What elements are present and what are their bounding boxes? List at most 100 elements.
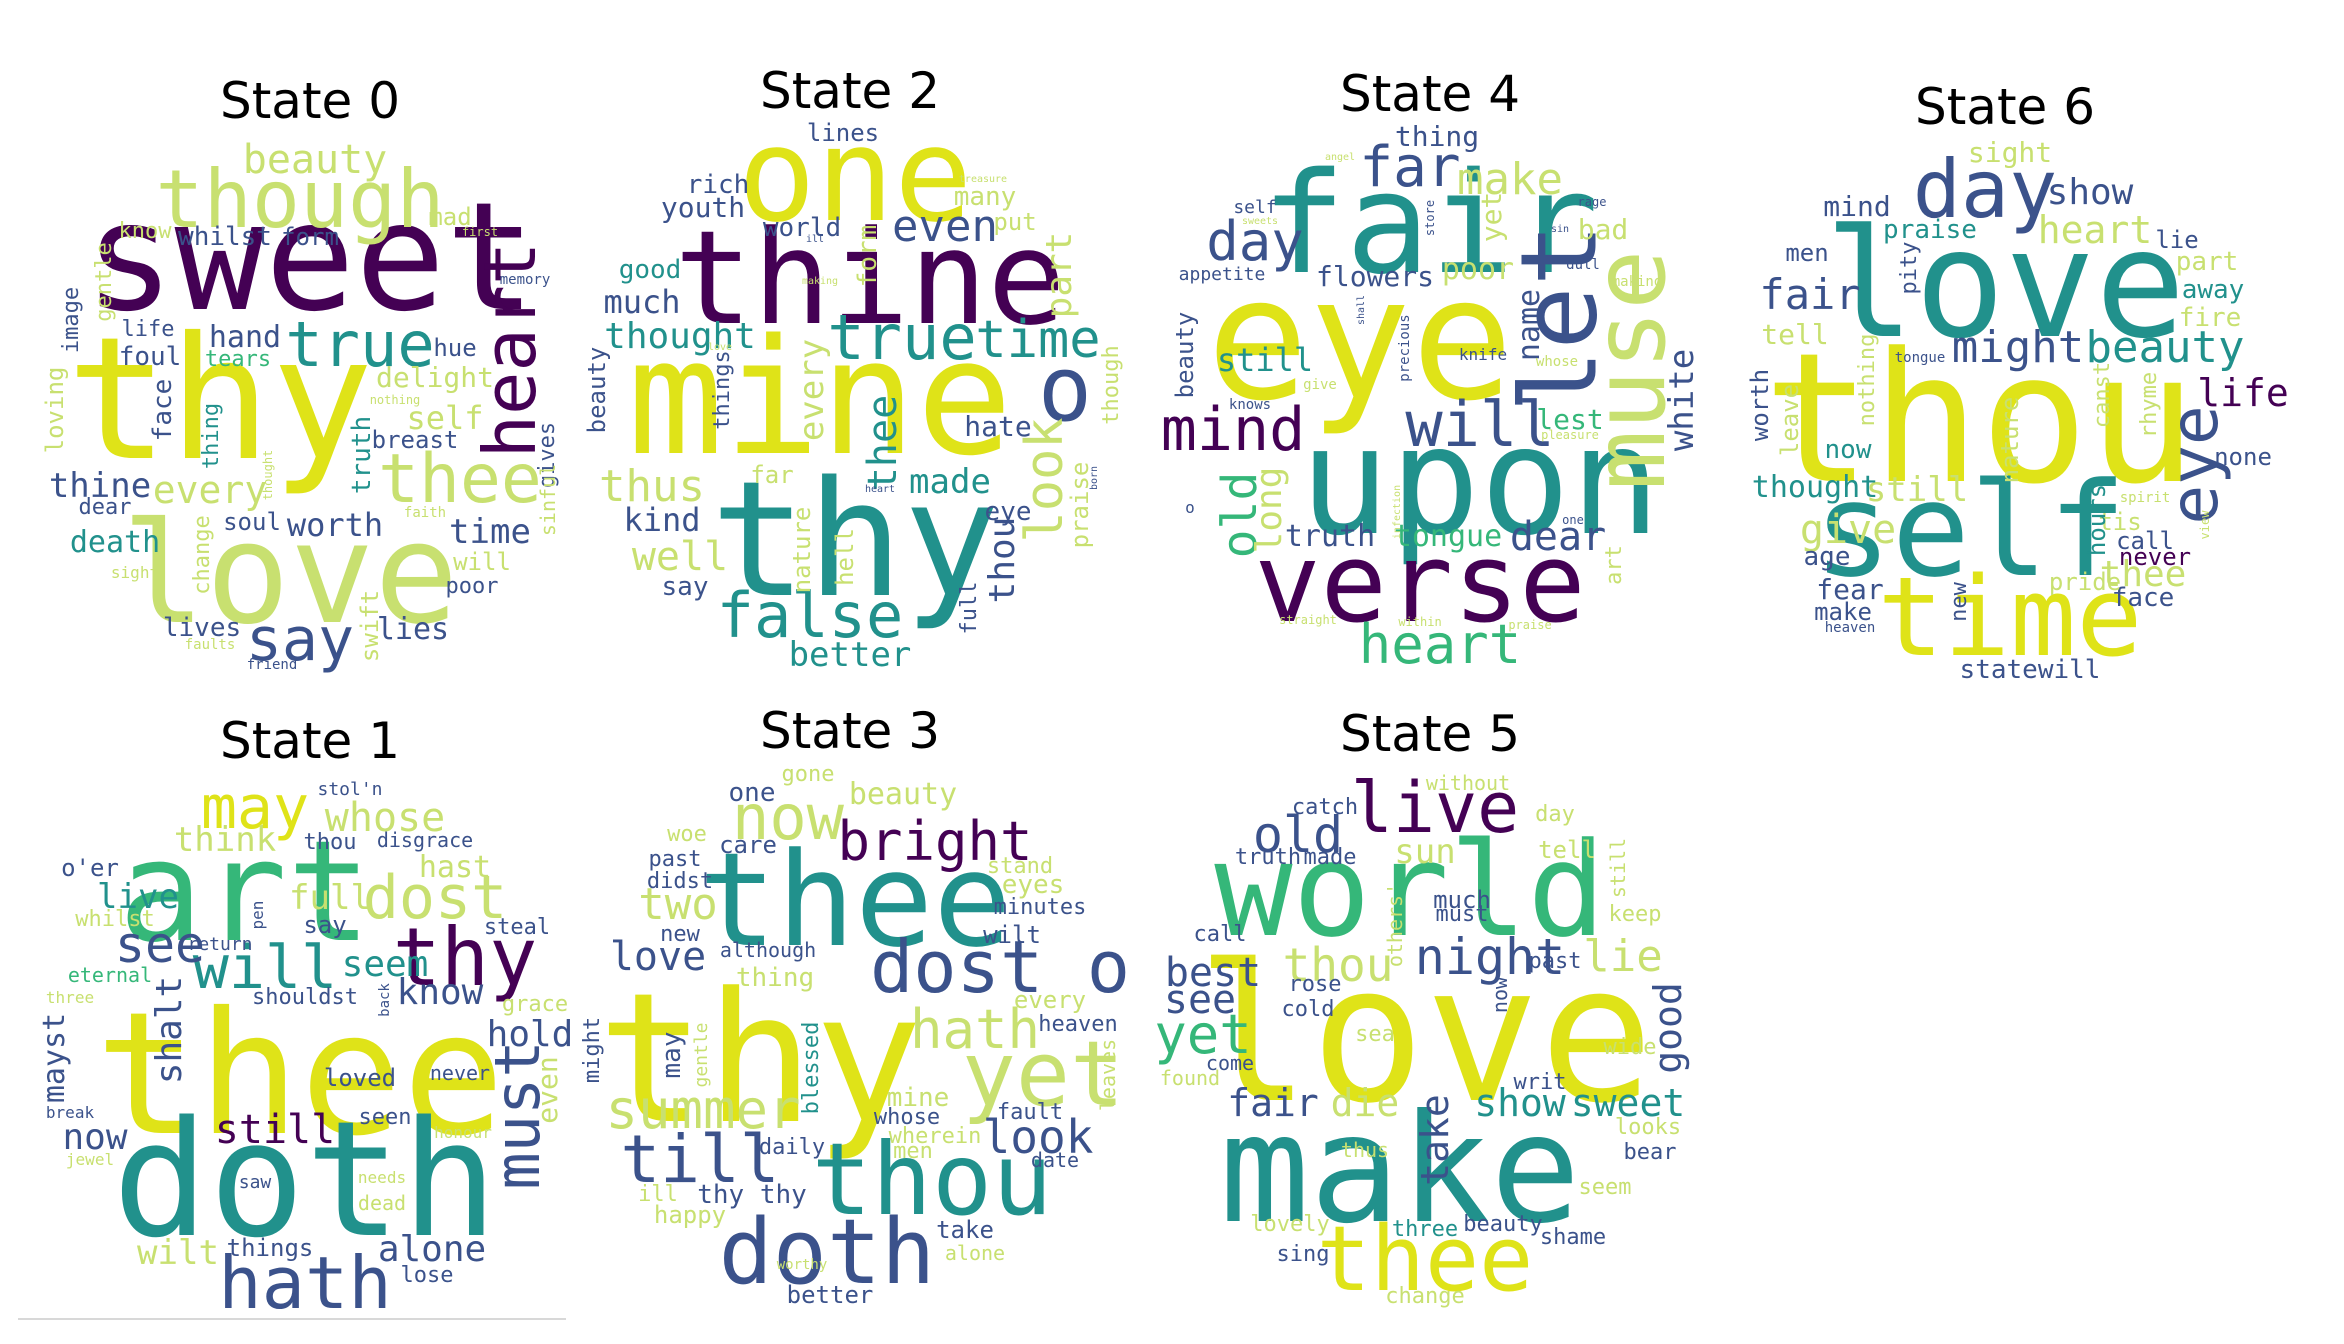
cloud-word: know: [396, 972, 484, 1013]
cloud-word: thine: [48, 466, 152, 506]
cloud-word: art: [118, 811, 372, 974]
cloud-word: seem: [341, 944, 429, 985]
cloud-word: tongue: [1894, 350, 1946, 366]
cloud-word: summer: [605, 1078, 801, 1141]
cloud-word: beauty: [1171, 311, 1199, 399]
cloud-word: dost o: [869, 925, 1131, 1009]
cloud-word: treasure: [958, 174, 1008, 185]
cloud-word: thus: [599, 461, 705, 512]
cloud-word: pleasure: [1541, 428, 1599, 442]
cloud-word: past: [648, 847, 702, 872]
cloud-word: appetite: [1178, 264, 1266, 285]
cloud-word: nothing: [369, 393, 421, 407]
panel-title: State 4: [1339, 65, 1521, 123]
cloud-word: day: [1206, 210, 1304, 273]
cloud-word: mad: [428, 203, 472, 231]
cloud-word: thou: [1282, 938, 1394, 992]
cloud-word: nothing: [1855, 333, 1880, 427]
cloud-word: leaves: [1096, 1038, 1120, 1112]
cloud-word: back: [377, 983, 393, 1017]
cloud-word: shalt: [149, 975, 190, 1085]
cloud-word: making: [801, 276, 839, 287]
cloud-word: whose: [324, 795, 446, 841]
cloud-word: cold: [1281, 997, 1335, 1022]
cloud-word: sweets: [1241, 216, 1279, 227]
cloud-word: swift: [356, 589, 384, 663]
cloud-word: better: [786, 1281, 874, 1309]
cloud-word: heart: [864, 484, 896, 495]
cloud-word: thee: [860, 394, 906, 492]
cloud-word: say: [245, 605, 355, 675]
cloud-word: now: [1824, 435, 1872, 465]
cloud-word: wilt: [983, 921, 1041, 949]
cloud-word: pride: [2048, 568, 2122, 596]
cloud-word: kind: [623, 501, 701, 539]
cloud-word: full: [957, 581, 982, 635]
panel-title: State 5: [1339, 705, 1521, 763]
cloud-word: still: [1216, 341, 1314, 379]
cloud-word: might: [580, 1016, 605, 1084]
cloud-word: thee: [2099, 554, 2187, 595]
cloud-word: without: [1425, 771, 1511, 795]
cloud-word: tears: [204, 347, 272, 372]
cloud-word: o: [1037, 337, 1093, 442]
cloud-word: precious: [1397, 314, 1413, 382]
cloud-word: faults: [184, 637, 236, 653]
cloud-word: worthy: [776, 1257, 828, 1273]
cloud-word: never: [2118, 543, 2192, 571]
cloud-word: shall: [1356, 294, 1367, 326]
cloud-word: take: [936, 1216, 994, 1244]
cloud-word: o: [1185, 498, 1195, 517]
cloud-word: eye: [984, 497, 1032, 527]
cloud-word: sweet: [1570, 1081, 1686, 1125]
cloud-word: heart: [2037, 208, 2153, 252]
cloud-word: even: [892, 201, 998, 252]
cloud-word: sight: [110, 563, 160, 582]
cloud-word: thy: [597, 955, 923, 1164]
cloud-word: flowers: [1315, 260, 1435, 293]
cloud-word: rose: [1288, 972, 1342, 997]
cloud-word: live: [1350, 767, 1520, 849]
cloud-word: keep: [1608, 902, 1662, 927]
cloud-word: thee: [1316, 1207, 1534, 1312]
cloud-word: day: [1912, 143, 2058, 236]
cloud-word: face: [2111, 583, 2175, 613]
cloud-word: face: [148, 378, 178, 442]
cloud-word: hue: [433, 334, 477, 362]
cloud-word: jewel: [65, 1150, 115, 1169]
cloud-word: heaven: [1824, 620, 1876, 636]
cloud-word: fair: [1227, 1081, 1319, 1125]
cloud-word: mine: [627, 304, 1013, 491]
cloud-word: thy: [710, 446, 1000, 633]
cloud-word: will: [1405, 388, 1555, 461]
cloud-word: wide: [1603, 1035, 1657, 1060]
cloud-word: world: [762, 213, 842, 243]
cloud-word: though: [155, 153, 445, 246]
cloud-word: straight: [1279, 613, 1337, 627]
cloud-word: yet: [1475, 191, 1508, 243]
cloud-word: put: [993, 208, 1037, 236]
cloud-word: minutes: [993, 895, 1087, 920]
cloud-word: whilst: [178, 222, 272, 252]
cloud-word: form: [853, 224, 883, 288]
cloud-word: think: [173, 820, 277, 860]
cloud-word: born: [1089, 465, 1100, 491]
cloud-word: thy: [66, 301, 374, 499]
cloud-word: now: [62, 1117, 128, 1158]
cloud-word: things: [710, 350, 735, 430]
cloud-word: didst: [646, 869, 714, 894]
cloud-word: new: [660, 922, 700, 947]
cloud-word: bear: [1623, 1140, 1677, 1165]
cloud-word: every: [152, 468, 268, 512]
panel-title: State 0: [219, 72, 401, 130]
cloud-word: one: [737, 99, 973, 251]
cloud-word: self: [1813, 454, 2127, 606]
cloud-word: eternal: [67, 963, 153, 987]
cloud-word: make: [1457, 154, 1563, 205]
cloud-word: still: [214, 1107, 336, 1153]
cloud-word: pity: [1897, 241, 1922, 295]
cloud-word: blessed: [799, 1021, 824, 1115]
cloud-word: three: [1391, 1217, 1459, 1242]
cloud-word: praise: [1883, 215, 1977, 245]
cloud-word: wherein: [888, 1124, 982, 1149]
